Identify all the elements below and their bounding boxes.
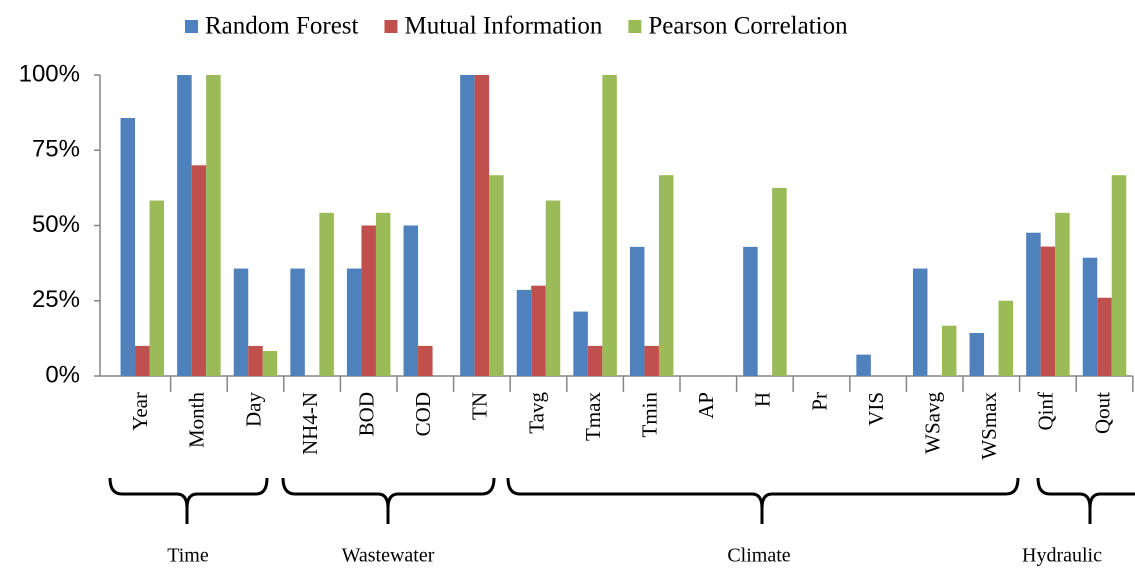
bar bbox=[403, 225, 419, 376]
bar bbox=[120, 118, 136, 376]
y-tick-label: 0% bbox=[45, 361, 80, 388]
x-tick-label: WSmax bbox=[977, 392, 1001, 460]
group-brace bbox=[108, 477, 269, 524]
x-tick-label: Qout bbox=[1090, 392, 1114, 434]
legend-label: Pearson Correlation bbox=[648, 13, 848, 40]
bar bbox=[262, 351, 278, 376]
bar bbox=[1040, 246, 1056, 376]
group-brace bbox=[1036, 477, 1135, 524]
legend-swatch bbox=[185, 20, 198, 33]
bar bbox=[191, 165, 207, 376]
bar bbox=[941, 325, 957, 376]
x-tick-label: TN bbox=[468, 392, 492, 420]
bar bbox=[1082, 257, 1098, 376]
bar bbox=[474, 75, 490, 376]
bar bbox=[602, 75, 617, 376]
bar bbox=[177, 75, 192, 376]
bar bbox=[772, 187, 787, 376]
x-tick-label: Tmin bbox=[638, 392, 662, 438]
bar bbox=[1055, 212, 1070, 376]
x-tick-label: AP bbox=[694, 392, 718, 419]
x-tick-label: Year bbox=[128, 392, 152, 431]
bar bbox=[135, 345, 150, 376]
y-tick-label: 50% bbox=[32, 211, 80, 238]
bar bbox=[206, 75, 221, 376]
bar bbox=[545, 200, 561, 376]
x-tick-label: VIS bbox=[864, 392, 888, 426]
legend-label: Mutual Information bbox=[404, 13, 602, 40]
group-label: Climate bbox=[727, 545, 790, 567]
bar bbox=[290, 268, 305, 376]
bar bbox=[1111, 175, 1127, 376]
bar bbox=[856, 354, 871, 376]
bar bbox=[233, 268, 249, 376]
x-tick-label: Tavg bbox=[524, 392, 548, 434]
legend-swatch bbox=[384, 20, 398, 33]
x-tick-label: WSavg bbox=[921, 392, 945, 454]
bar bbox=[489, 175, 504, 376]
x-tick-label: BOD bbox=[355, 392, 379, 436]
group-label: Time bbox=[167, 545, 209, 567]
group-brace bbox=[506, 477, 1020, 524]
group-label: Wastewater bbox=[342, 545, 435, 567]
bar bbox=[516, 289, 532, 376]
x-tick-label: Pr bbox=[807, 392, 831, 411]
group-label: Hydraulic bbox=[1022, 545, 1102, 567]
y-tick-label: 100% bbox=[19, 60, 80, 87]
bar bbox=[319, 212, 334, 376]
x-tick-label: Month bbox=[185, 392, 209, 449]
x-tick-label: Day bbox=[241, 392, 265, 427]
bar bbox=[573, 311, 588, 376]
group-brace bbox=[281, 477, 496, 524]
bar bbox=[644, 345, 659, 376]
bar bbox=[998, 300, 1014, 376]
bar bbox=[1097, 297, 1112, 376]
bar bbox=[346, 268, 362, 376]
bar bbox=[629, 246, 645, 376]
x-tick-label: Tmax bbox=[581, 392, 605, 441]
bar bbox=[149, 200, 165, 376]
bar bbox=[361, 225, 376, 376]
bar bbox=[248, 345, 263, 376]
bar bbox=[418, 345, 433, 376]
bar bbox=[912, 268, 928, 376]
x-tick-label: H bbox=[751, 392, 775, 407]
bar bbox=[969, 332, 985, 376]
bar bbox=[1026, 232, 1041, 376]
bar bbox=[587, 345, 603, 376]
bar bbox=[460, 75, 475, 376]
legend-label: Random Forest bbox=[205, 13, 359, 40]
legend-swatch bbox=[628, 20, 642, 33]
bar bbox=[658, 175, 674, 376]
bar bbox=[375, 212, 391, 376]
bar bbox=[743, 246, 758, 376]
x-tick-label: COD bbox=[411, 392, 435, 436]
y-tick-label: 25% bbox=[32, 286, 80, 313]
bar bbox=[531, 285, 546, 376]
y-tick-label: 75% bbox=[32, 136, 80, 163]
x-tick-label: NH4-N bbox=[298, 392, 322, 455]
x-tick-label: Qinf bbox=[1034, 392, 1058, 431]
